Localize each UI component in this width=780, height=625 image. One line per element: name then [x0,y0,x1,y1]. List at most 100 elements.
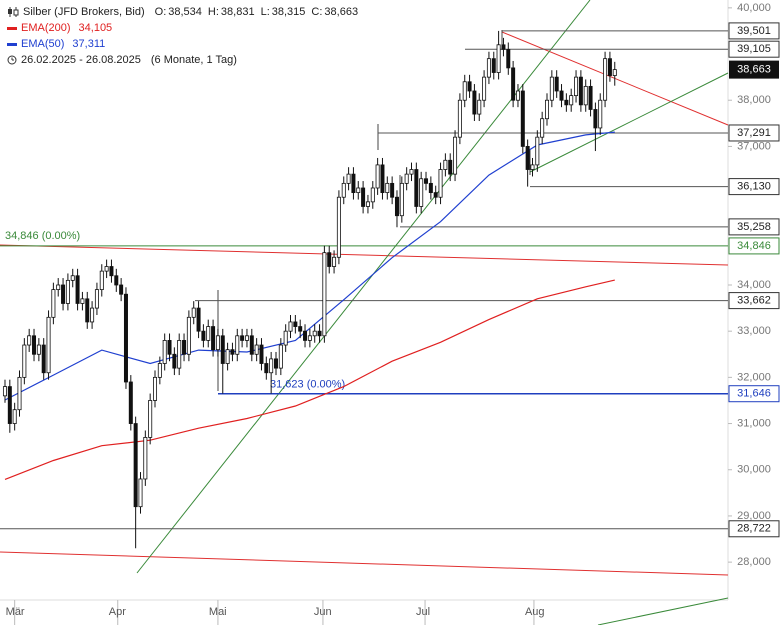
candle [583,79,588,112]
candle [191,301,196,325]
candle-body [549,76,554,101]
candle [409,162,414,182]
candle [2,379,7,403]
candle-body [535,136,540,166]
candle [453,130,458,182]
candle-body [540,118,545,138]
candle [327,245,332,274]
candle [104,259,109,279]
y-tick-label: 31,000 [737,417,771,429]
candle-body [598,99,603,129]
candle-body [341,182,346,198]
candle-body [482,76,487,101]
candle-body [356,187,361,194]
candle-body [244,335,249,341]
candle [196,301,201,339]
y-tick-label: 40,000 [737,2,771,14]
candle [515,84,520,108]
candle-body [332,256,337,267]
candle-body [27,335,32,346]
candle-body [215,335,220,351]
candle [133,416,138,549]
candle-body [235,335,240,355]
candle-body [583,85,588,106]
candle-body [177,340,182,369]
candle [535,130,540,172]
candle [380,157,385,200]
ohlc-key: C: [311,6,323,18]
candle [46,310,51,380]
trend-line [529,72,729,173]
candle-body [206,326,211,341]
candle-body [51,289,56,318]
level-box [728,385,780,403]
candle [370,181,375,209]
candle-body [380,164,385,194]
candle [603,51,608,108]
candle-body [303,330,308,341]
legend-name: EMA(50) [21,38,65,50]
candle-body [336,196,341,258]
candle [80,291,85,311]
candle [419,171,424,214]
candle [549,70,554,108]
candle-body [545,99,550,120]
trend-line [0,244,729,266]
legend-value: 34,105 [78,22,113,34]
candle-body [201,330,206,341]
candle [433,185,438,205]
candle [588,79,593,117]
candle [540,111,545,145]
candle [545,93,550,126]
candle [578,70,583,112]
candle-body [128,381,133,424]
candle-body [211,326,216,351]
candle-body [501,44,506,50]
candle [182,333,187,362]
candle [303,324,308,348]
candle [467,74,472,98]
candle [32,328,37,362]
candle-body [22,344,27,378]
candle [569,88,574,112]
candle-body [612,69,617,76]
candle [607,51,612,82]
level-label: 39,501 [737,25,771,37]
y-tick-label: 33,000 [737,325,771,337]
candle [90,301,95,329]
candle-body [414,169,419,207]
level-box [728,237,780,255]
candle [264,356,269,380]
level-label: 36,130 [737,181,771,193]
candle [167,333,172,362]
candle [564,93,569,112]
candle-body [424,178,429,184]
candle-body [307,335,312,341]
candle-body [322,252,327,337]
level-box [728,22,780,40]
level-label: 31,646 [737,388,771,400]
ohlc-value: 38,831 [220,6,255,18]
candle-body [298,326,303,332]
candle [496,30,501,80]
legend-swatch [7,26,17,30]
candle-body [17,376,22,411]
candle-body [569,95,574,106]
candle [51,282,56,325]
candle-body [448,159,453,175]
legend-swatch [7,42,17,46]
ema-legend: EMA(200) 34,105 EMA(50) 37,311 [7,20,358,52]
candle [457,93,462,145]
candle-body [249,335,254,355]
level-label: 39,105 [737,43,771,55]
x-tick-label: Jun [314,606,332,618]
candle-body [182,340,187,355]
candle [390,176,395,205]
candle-body [472,90,477,115]
legend-value: 37,311 [72,38,106,50]
candle-body [443,159,448,170]
candle-body [172,353,177,369]
candle [559,84,564,108]
